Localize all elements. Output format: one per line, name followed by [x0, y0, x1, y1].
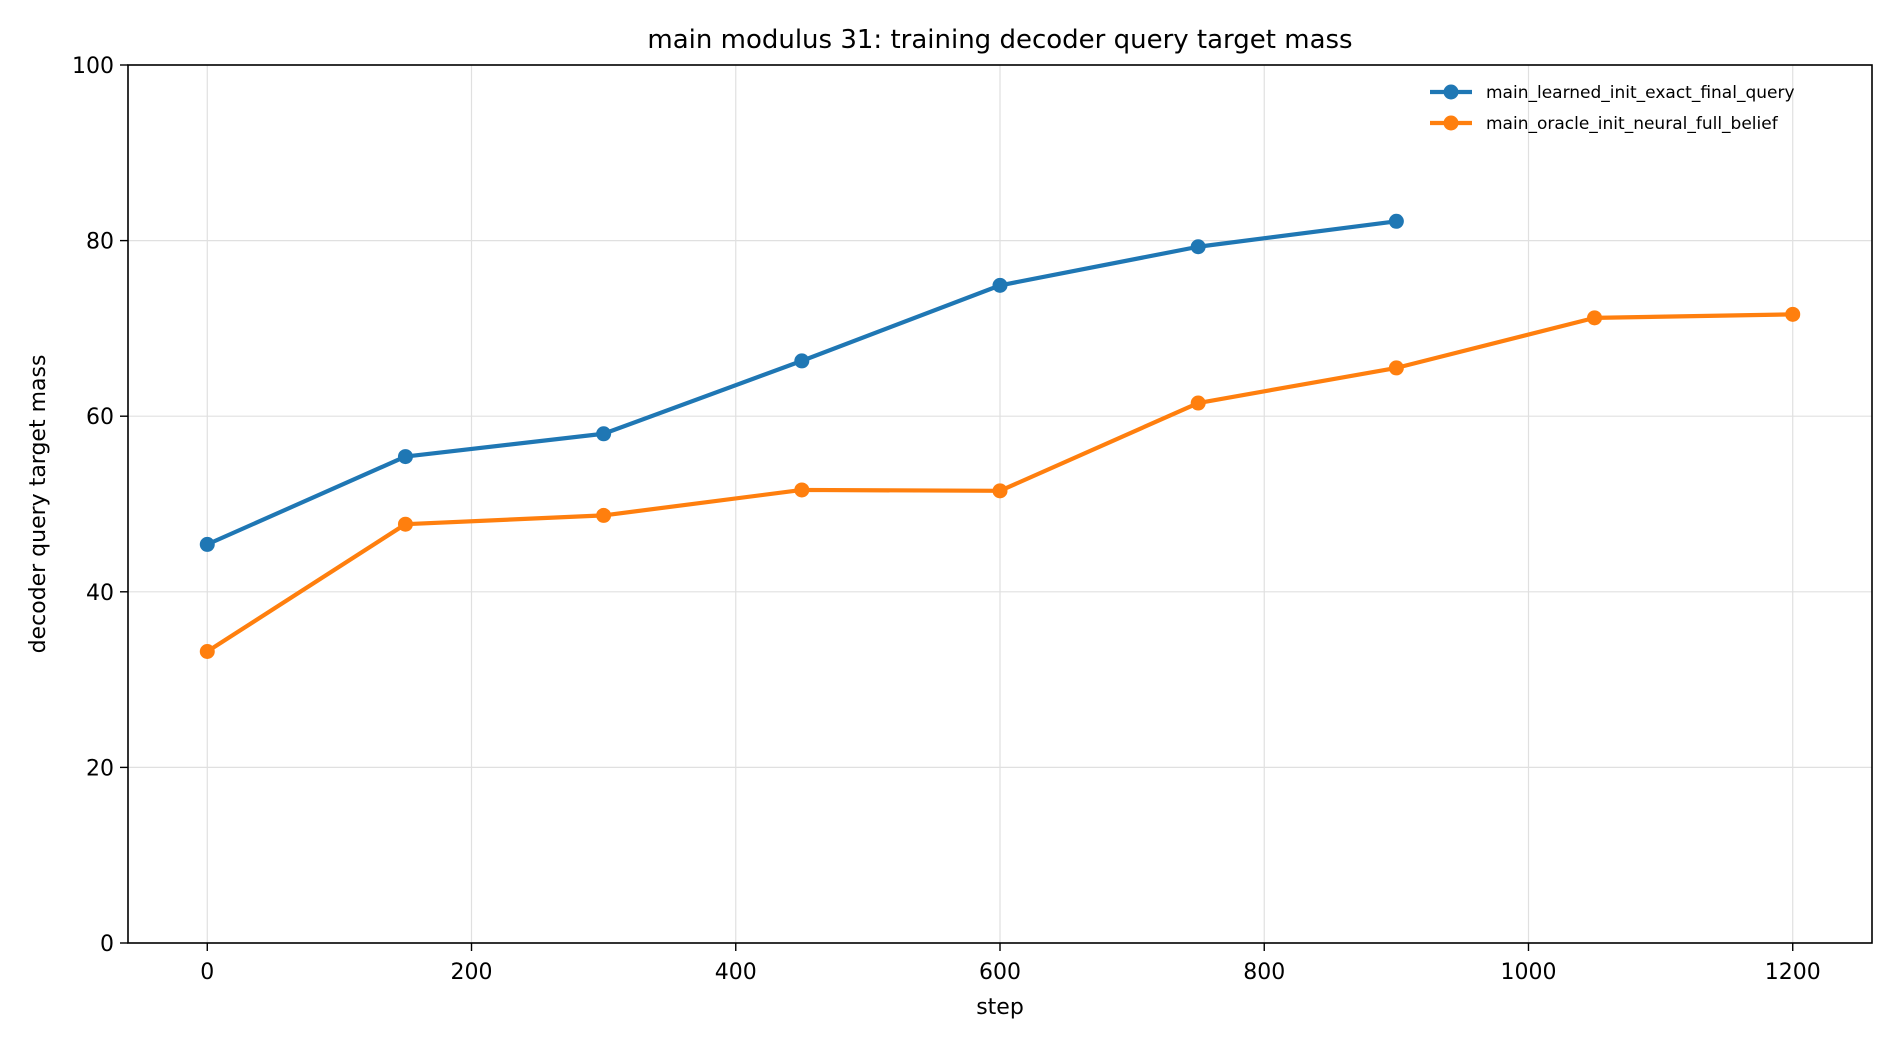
- legend-label: main_learned_init_exact_final_query: [1486, 83, 1795, 103]
- series-2: [199, 306, 1801, 660]
- y-tick-label: 100: [72, 54, 114, 79]
- axis-ticks: 0 200 400 600 800 1000 1200 0 20 40 60 80 100: [72, 54, 1821, 985]
- y-axis-label: decoder query target mass: [26, 355, 51, 654]
- legend: main_learned_init_exact_final_query main_…: [1430, 83, 1795, 134]
- data-point: [794, 482, 810, 498]
- y-tick-label: 0: [100, 932, 114, 957]
- x-tick-label: 600: [979, 960, 1021, 985]
- data-point: [1388, 213, 1404, 229]
- legend-label: main_oracle_init_neural_full_belief: [1486, 114, 1779, 134]
- y-tick-label: 80: [86, 230, 114, 255]
- data-point: [596, 426, 612, 442]
- data-point: [199, 644, 215, 660]
- x-tick-label: 0: [200, 960, 214, 985]
- x-tick-label: 1200: [1765, 960, 1821, 985]
- data-point: [1388, 360, 1404, 376]
- legend-entry: main_learned_init_exact_final_query: [1430, 83, 1795, 103]
- data-point: [1587, 310, 1603, 326]
- data-point: [397, 449, 413, 465]
- x-axis-label: step: [976, 995, 1024, 1020]
- data-point: [992, 277, 1008, 293]
- legend-entry: main_oracle_init_neural_full_belief: [1430, 114, 1779, 134]
- data-point: [794, 353, 810, 369]
- x-tick-label: 800: [1243, 960, 1285, 985]
- legend-marker: [1443, 84, 1459, 100]
- data-point: [199, 536, 215, 552]
- y-tick-label: 20: [86, 756, 114, 781]
- y-tick-label: 40: [86, 581, 114, 606]
- data-point: [1785, 306, 1801, 322]
- series-1: [199, 213, 1404, 552]
- x-tick-label: 200: [451, 960, 493, 985]
- series-layer: [199, 213, 1801, 660]
- data-point: [596, 507, 612, 523]
- legend-marker: [1443, 115, 1459, 131]
- x-tick-label: 1000: [1500, 960, 1556, 985]
- data-point: [992, 483, 1008, 499]
- x-tick-label: 400: [715, 960, 757, 985]
- y-tick-label: 60: [86, 405, 114, 430]
- chart-title: main modulus 31: training decoder query …: [647, 25, 1352, 55]
- data-point: [1190, 239, 1206, 255]
- data-point: [397, 516, 413, 532]
- data-point: [1190, 395, 1206, 411]
